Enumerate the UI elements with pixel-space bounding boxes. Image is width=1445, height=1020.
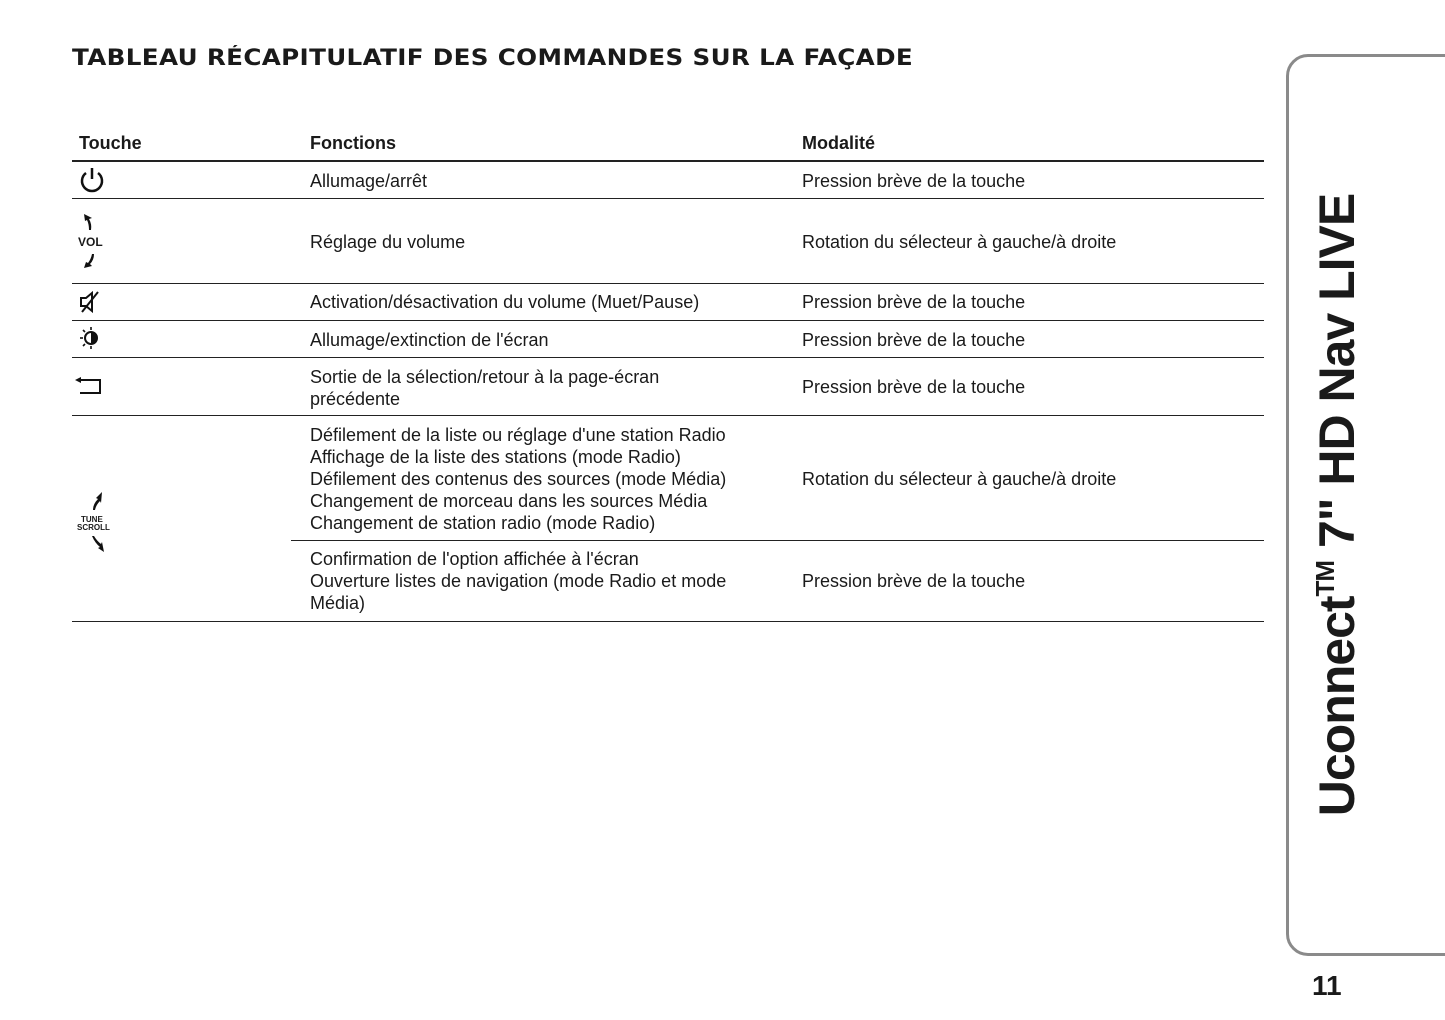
modalite-text: Pression brève de la touche — [802, 330, 1026, 350]
modalite-text: Rotation du sélecteur à gauche/à droite — [802, 232, 1117, 252]
modalite-text: Rotation du sélecteur à gauche/à droite — [802, 469, 1117, 489]
power-icon — [80, 168, 104, 193]
header-modalite: Modalité — [802, 133, 876, 153]
fonction-text: précédente — [310, 389, 401, 409]
fonction-text: Confirmation de l'option affichée à l'éc… — [310, 549, 639, 569]
back-arrow-icon — [75, 377, 101, 394]
vol-label: VOL — [78, 235, 103, 249]
fonction-text: Défilement de la liste ou réglage d'une … — [310, 425, 726, 445]
chapter-tab — [1286, 54, 1445, 956]
tune-label: TUNE — [81, 515, 103, 524]
fonction-text: Ouverture listes de navigation (mode Rad… — [310, 571, 727, 591]
chapter-title-suffix: 7" HD Nav LIVE — [1309, 193, 1365, 561]
fonction-text: Allumage/arrêt — [310, 171, 428, 191]
fonction-text: Réglage du volume — [310, 232, 466, 252]
header-fonctions: Fonctions — [310, 133, 396, 153]
row-divider — [291, 540, 1264, 541]
volume-knob-icon: VOL — [76, 210, 108, 274]
fonction-text: Affichage de la liste des stations (mode… — [310, 447, 681, 467]
chapter-title-prefix: Uconnect — [1309, 596, 1365, 817]
fonction-text: Défilement des contenus des sources (mod… — [310, 469, 727, 489]
scroll-label: SCROLL — [77, 523, 110, 532]
row-divider — [72, 198, 1264, 199]
row-divider — [72, 357, 1264, 358]
header-touche: Touche — [79, 133, 142, 153]
fonction-text: Sortie de la sélection/retour à la page-… — [310, 367, 660, 387]
fonction-text: Allumage/extinction de l'écran — [310, 330, 549, 350]
modalite-text: Pression brève de la touche — [802, 171, 1026, 191]
mute-icon — [80, 290, 99, 314]
tune-scroll-knob-icon: TUNE SCROLL — [74, 490, 114, 556]
fonction-text: Activation/désactivation du volume (Muet… — [310, 292, 700, 312]
screen-brightness-icon — [80, 327, 98, 349]
page-number: 11 — [1312, 970, 1342, 1001]
fonction-text: Changement de morceau dans les sources M… — [310, 491, 708, 511]
fonction-text: Changement de station radio (mode Radio) — [310, 513, 656, 533]
modalite-text: Pression brève de la touche — [802, 377, 1026, 397]
trademark: TM — [1310, 560, 1340, 597]
row-divider — [72, 283, 1264, 284]
page-title: TABLEAU RÉCAPITULATIF DES COMMANDES SUR … — [72, 46, 914, 71]
row-divider — [72, 415, 1264, 416]
header-divider — [72, 160, 1264, 162]
table-bottom — [72, 621, 1264, 622]
chapter-title: UconnectTM 7" HD Nav LIVE — [1308, 194, 1366, 817]
modalite-text: Pression brève de la touche — [802, 292, 1026, 312]
fonction-text: Média) — [310, 593, 366, 613]
modalite-text: Pression brève de la touche — [802, 571, 1026, 591]
row-divider — [72, 320, 1264, 321]
